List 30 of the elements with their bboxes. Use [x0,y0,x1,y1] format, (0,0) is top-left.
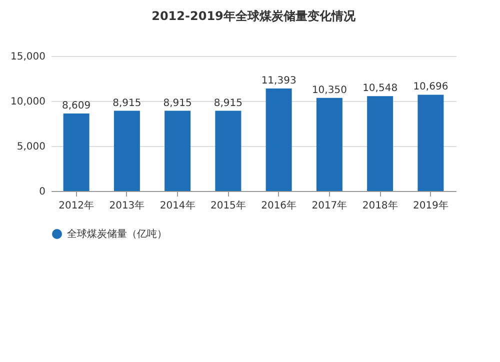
data-label: 10,548 [362,83,398,94]
bar [215,110,242,191]
y-tick-label: 15,000 [10,52,46,62]
x-tick-label: 2018年 [362,200,398,212]
bar [418,94,444,191]
x-tick-label: 2015年 [210,200,246,212]
data-label: 10,696 [413,82,448,93]
y-tick-label: 5,000 [16,142,46,152]
data-label: 10,350 [312,84,347,96]
legend-label: 全球煤炭储量（亿吨） [67,228,167,240]
data-label: 11,393 [261,75,296,86]
data-label: 8,609 [62,100,91,112]
y-tick-label: 0 [39,186,46,198]
x-tick-label: 2013年 [109,200,145,212]
x-tick-label: 2014年 [160,200,196,212]
x-tick-label: 2017年 [312,200,348,212]
y-tick-label: 10,000 [10,96,46,108]
bar [164,110,191,191]
chart-title: 2012-2019年全球煤炭储量变化情况 [152,9,356,23]
data-label: 8,915 [163,98,192,109]
x-tick-label: 2019年 [412,200,448,212]
bar [316,98,342,191]
bar [266,88,292,191]
bar [114,110,140,191]
data-label: 8,915 [214,98,243,109]
bar [367,96,394,191]
bar [63,114,90,191]
x-tick-label: 2012年 [58,200,94,212]
data-label: 8,915 [112,98,142,109]
x-tick-label: 2016年 [261,200,297,212]
